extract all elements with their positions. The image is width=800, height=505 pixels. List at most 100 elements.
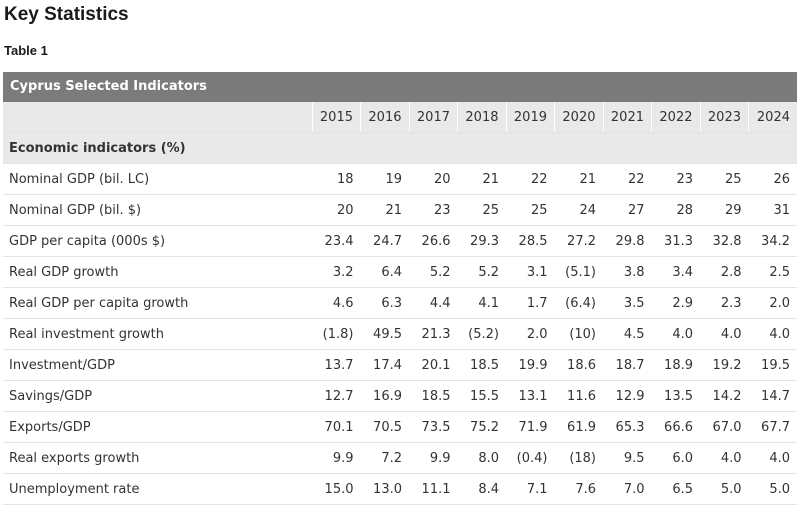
value-cell: 31.3: [651, 225, 700, 257]
value-cell: (0.4): [506, 442, 555, 474]
table-row: Real GDP per capita growth 4.6 6.3 4.4 4.1 1.…: [3, 287, 797, 319]
row-label: Unemployment rate: [3, 473, 312, 505]
value-cell: 9.5: [603, 442, 652, 474]
table-row: Exports/GDP 70.1 70.5 73.5 75.2 71.9 61.9 65.3 6…: [3, 411, 797, 443]
value-cell: 71.9: [506, 411, 555, 443]
value-cell: 12.7: [312, 380, 361, 412]
value-cell: 70.1: [312, 411, 361, 443]
row-label: Savings/GDP: [3, 380, 312, 412]
value-cell: 3.2: [312, 256, 361, 288]
value-cell: 4.0: [700, 318, 749, 350]
value-cell: 28.5: [506, 225, 555, 257]
value-cell: 21: [554, 163, 603, 195]
value-cell: 67.7: [748, 411, 797, 443]
value-cell: 4.6: [312, 287, 361, 319]
section-label: Economic indicators (%): [3, 132, 797, 164]
year-header: 2022: [651, 102, 700, 133]
value-cell: 24: [554, 194, 603, 226]
row-label: Real GDP per capita growth: [3, 287, 312, 319]
value-cell: 11.6: [554, 380, 603, 412]
table-number: Table 1: [4, 43, 48, 58]
value-cell: 5.2: [457, 256, 506, 288]
table-row: Unemployment rate 15.0 13.0 11.1 8.4 7.1 7.6 7.…: [3, 473, 797, 505]
value-cell: (1.8): [312, 318, 361, 350]
value-cell: 5.0: [700, 473, 749, 505]
value-cell: 19.9: [506, 349, 555, 381]
value-cell: 4.4: [409, 287, 458, 319]
value-cell: 21: [360, 194, 409, 226]
year-header-row: 2015 2016 2017 2018 2019 2020 2021 2022 …: [3, 102, 797, 133]
value-cell: 5.0: [748, 473, 797, 505]
value-cell: 13.7: [312, 349, 361, 381]
value-cell: (5.2): [457, 318, 506, 350]
value-cell: 12.9: [603, 380, 652, 412]
value-cell: 5.2: [409, 256, 458, 288]
table-row: Real investment growth (1.8) 49.5 21.3 (5.2)…: [3, 318, 797, 350]
row-label: Real GDP growth: [3, 256, 312, 288]
value-cell: 7.6: [554, 473, 603, 505]
value-cell: 22: [506, 163, 555, 195]
value-cell: 22: [603, 163, 652, 195]
value-cell: 15.5: [457, 380, 506, 412]
value-cell: 14.7: [748, 380, 797, 412]
value-cell: 9.9: [409, 442, 458, 474]
value-cell: 2.8: [700, 256, 749, 288]
value-cell: 49.5: [360, 318, 409, 350]
value-cell: 17.4: [360, 349, 409, 381]
table-row: Real GDP growth 3.2 6.4 5.2 5.2 3.1 (5.1) 3.8 3.…: [3, 256, 797, 288]
value-cell: 19: [360, 163, 409, 195]
year-header: 2020: [554, 102, 603, 133]
table-caption: Cyprus Selected Indicators: [3, 72, 797, 102]
value-cell: 23: [409, 194, 458, 226]
value-cell: 6.0: [651, 442, 700, 474]
value-cell: 7.0: [603, 473, 652, 505]
value-cell: 3.4: [651, 256, 700, 288]
value-cell: 18.6: [554, 349, 603, 381]
indicators-table-container: Cyprus Selected Indicators 2015 2016 201…: [3, 72, 797, 505]
value-cell: 25: [457, 194, 506, 226]
value-cell: 3.8: [603, 256, 652, 288]
value-cell: (6.4): [554, 287, 603, 319]
value-cell: 31: [748, 194, 797, 226]
value-cell: 7.2: [360, 442, 409, 474]
table-row: Nominal GDP (bil. LC) 18 19 20 21 22 21 22 23 25 2…: [3, 163, 797, 195]
value-cell: 28: [651, 194, 700, 226]
value-cell: 25: [700, 163, 749, 195]
value-cell: 29.8: [603, 225, 652, 257]
value-cell: 4.5: [603, 318, 652, 350]
value-cell: 66.6: [651, 411, 700, 443]
value-cell: 70.5: [360, 411, 409, 443]
value-cell: 19.5: [748, 349, 797, 381]
value-cell: 32.8: [700, 225, 749, 257]
value-cell: 6.3: [360, 287, 409, 319]
table-row: Savings/GDP 12.7 16.9 18.5 15.5 13.1 11.6 12.9 1…: [3, 380, 797, 412]
value-cell: 65.3: [603, 411, 652, 443]
value-cell: 20: [312, 194, 361, 226]
value-cell: 19.2: [700, 349, 749, 381]
indicators-table: 2015 2016 2017 2018 2019 2020 2021 2022 …: [3, 102, 797, 505]
value-cell: 4.0: [651, 318, 700, 350]
value-cell: 8.4: [457, 473, 506, 505]
value-cell: 2.3: [700, 287, 749, 319]
value-cell: 23: [651, 163, 700, 195]
row-label: GDP per capita (000s $): [3, 225, 312, 257]
value-cell: 3.1: [506, 256, 555, 288]
value-cell: 34.2: [748, 225, 797, 257]
row-label: Real investment growth: [3, 318, 312, 350]
value-cell: 27: [603, 194, 652, 226]
value-cell: 18.5: [457, 349, 506, 381]
value-cell: 4.0: [748, 318, 797, 350]
value-cell: 13.1: [506, 380, 555, 412]
year-header: 2021: [602, 102, 652, 133]
value-cell: 24.7: [360, 225, 409, 257]
value-cell: 6.4: [360, 256, 409, 288]
value-cell: 15.0: [312, 473, 361, 505]
value-cell: 18.7: [603, 349, 652, 381]
value-cell: 2.0: [748, 287, 797, 319]
year-header: 2019: [505, 102, 555, 133]
value-cell: 4.0: [700, 442, 749, 474]
value-cell: (5.1): [554, 256, 603, 288]
value-cell: 18.9: [651, 349, 700, 381]
year-header: 2018: [457, 102, 506, 133]
value-cell: 27.2: [554, 225, 603, 257]
